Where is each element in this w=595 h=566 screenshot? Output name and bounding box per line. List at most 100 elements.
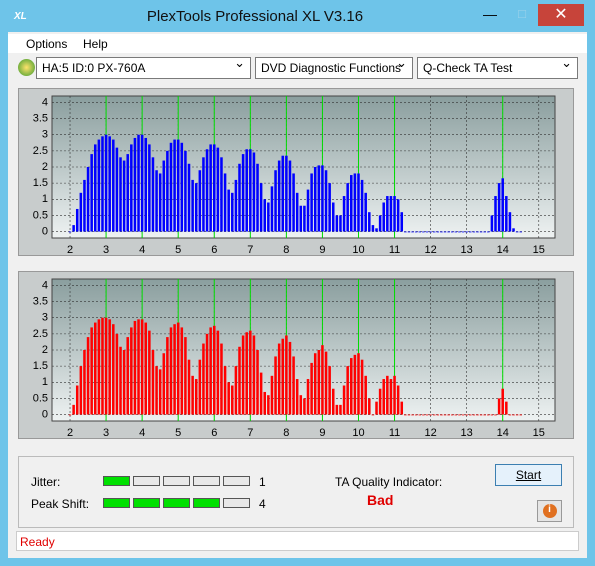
bar (299, 205, 303, 232)
bar (267, 202, 270, 232)
bar (335, 404, 339, 415)
bar (404, 231, 407, 233)
bar (422, 414, 425, 416)
x-tick-label: 9 (319, 244, 325, 256)
x-tick-label: 11 (389, 244, 400, 256)
info-button[interactable]: i (537, 500, 562, 522)
bar (465, 414, 468, 416)
bar (447, 231, 450, 233)
bar (353, 354, 357, 415)
bar (176, 139, 180, 232)
bar (231, 192, 234, 232)
drive-icon (18, 59, 35, 76)
bar (501, 388, 504, 415)
bar (497, 183, 501, 232)
meter-segment (103, 498, 130, 508)
bar (112, 324, 115, 415)
meter-segment (223, 498, 250, 508)
bar (378, 215, 382, 232)
bar (151, 350, 155, 415)
bar (425, 414, 429, 416)
bar (450, 414, 454, 416)
test-select[interactable]: Q-Check TA Test (417, 55, 578, 79)
bar (144, 322, 148, 415)
bar (241, 154, 245, 232)
bar (429, 231, 432, 233)
bar (505, 196, 508, 232)
x-tick-label: 15 (533, 427, 545, 439)
bar (144, 137, 148, 232)
bar (335, 215, 339, 232)
bar (115, 333, 119, 415)
bar (119, 346, 122, 415)
bar (393, 375, 396, 415)
chart-top: 0 0.5 1 1.5 2 2.5 3 3.5 4 2 3 4 5 6 7 8 9 10 11 12 13 14 15 (18, 88, 574, 256)
bar (176, 322, 180, 415)
bar (386, 196, 389, 232)
bar (324, 170, 328, 232)
bar (303, 205, 306, 232)
bar (234, 179, 238, 232)
bar (450, 231, 454, 233)
bar (234, 366, 238, 415)
x-tick-label: 7 (247, 427, 253, 439)
bar (497, 398, 501, 415)
start-button[interactable]: Start (495, 464, 562, 486)
bar (364, 192, 367, 232)
bar (90, 327, 93, 415)
y-tick-label: 1 (42, 376, 48, 388)
bar (259, 372, 263, 415)
bar (425, 231, 429, 233)
bar (454, 414, 458, 416)
minimize-button[interactable]: — (483, 6, 497, 22)
bar (479, 414, 483, 416)
bar (469, 414, 472, 416)
bar (440, 231, 443, 233)
bar (512, 414, 515, 416)
y-tick-label: 3.5 (33, 112, 48, 124)
bar (357, 353, 360, 415)
bar (422, 231, 425, 233)
close-button[interactable]: ✕ (538, 4, 584, 26)
meter-segment (163, 476, 190, 486)
bar (223, 173, 227, 232)
y-tick-label: 4 (42, 96, 48, 108)
drive-select[interactable]: HA:5 ID:0 PX-760A (36, 55, 251, 79)
bar (83, 350, 86, 415)
bar (72, 404, 75, 415)
bar (249, 149, 252, 232)
bar (259, 183, 263, 232)
bar (285, 155, 288, 232)
y-tick-label: 3 (42, 312, 48, 324)
x-tick-label: 2 (67, 427, 73, 439)
bar (357, 173, 360, 232)
bar (350, 175, 353, 232)
bar (216, 147, 220, 232)
bar (295, 192, 299, 232)
maximize-button[interactable]: □ (518, 6, 526, 21)
y-tick-label: 2.5 (33, 145, 48, 157)
bar (205, 333, 209, 415)
bar (393, 196, 396, 232)
bar (461, 231, 465, 233)
bar (274, 170, 277, 232)
bar (458, 231, 461, 233)
bar (501, 178, 504, 232)
bar (404, 414, 407, 416)
bar (194, 379, 198, 415)
menu-options[interactable]: Options (26, 37, 68, 51)
bar (360, 179, 364, 232)
bar (292, 173, 295, 232)
bar (382, 379, 385, 415)
bar (94, 322, 97, 415)
bar (321, 165, 324, 232)
bar (418, 231, 422, 233)
bar (256, 163, 259, 232)
bar (371, 225, 375, 232)
bar (375, 401, 378, 415)
bar (267, 395, 270, 415)
function-select[interactable]: DVD Diagnostic Functions (255, 55, 413, 79)
bar (487, 414, 490, 416)
bar (202, 343, 205, 415)
menu-help[interactable]: Help (83, 37, 108, 51)
